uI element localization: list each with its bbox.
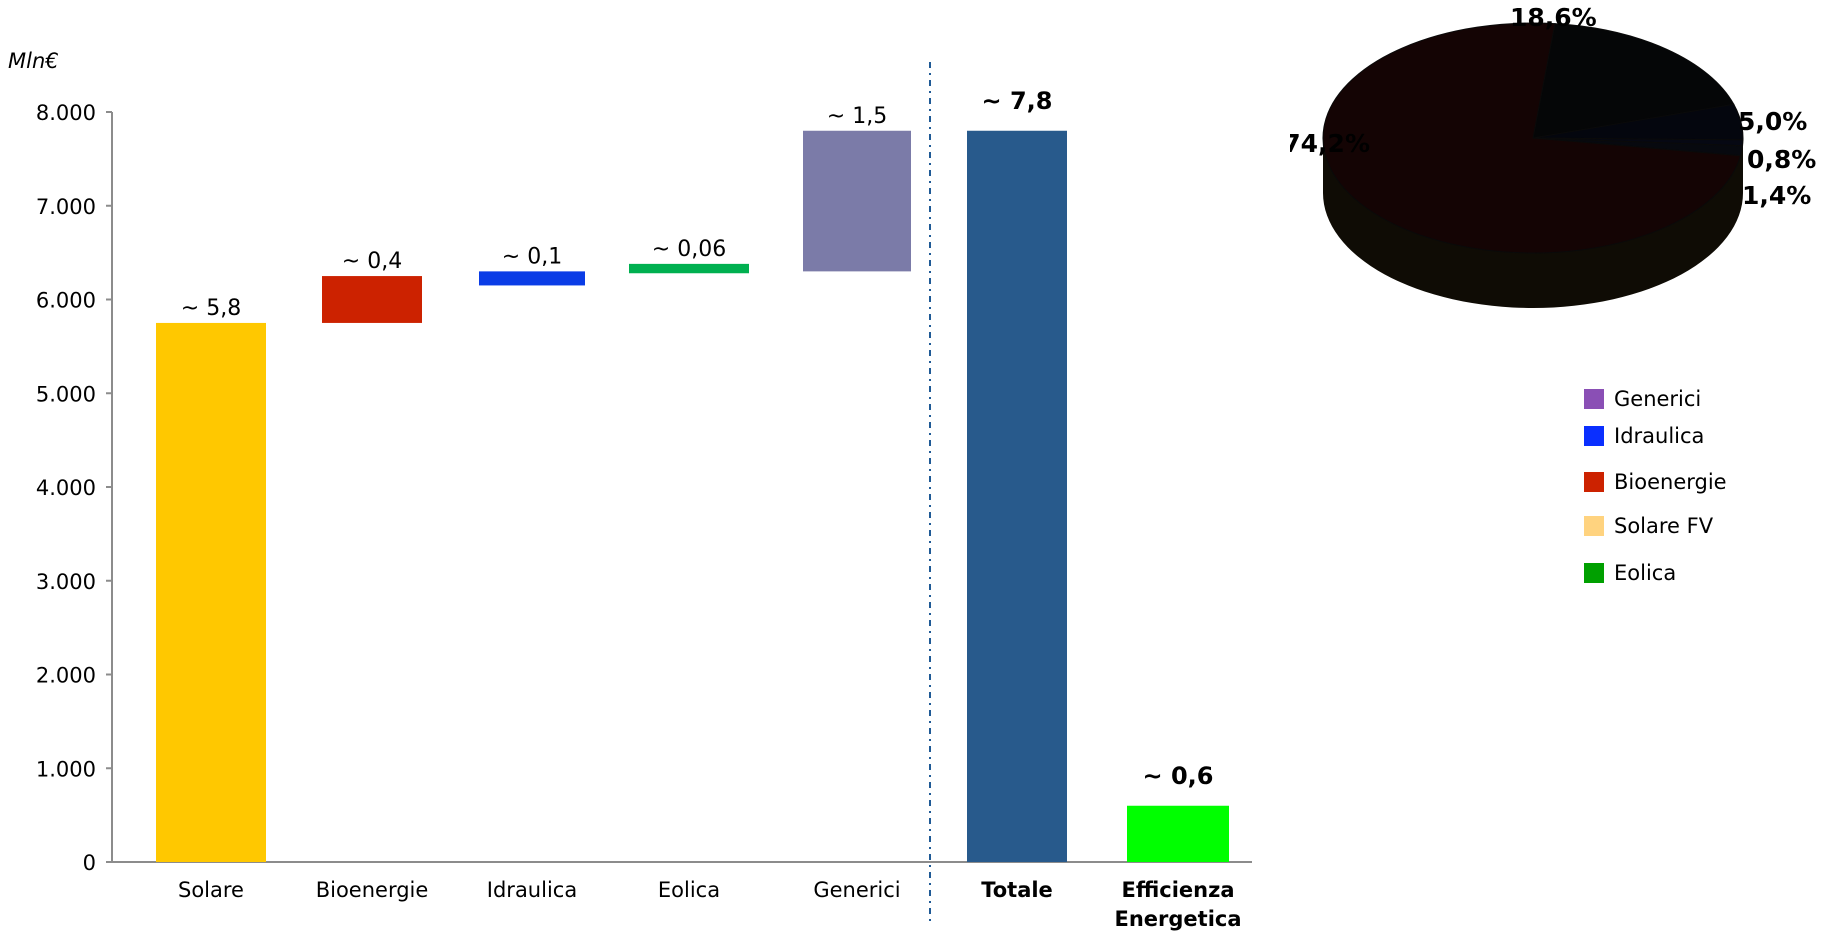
- category-label: Efficienza: [1122, 878, 1235, 902]
- category-label: Generici: [813, 878, 900, 902]
- category-label: Eolica: [658, 878, 720, 902]
- bar-4: [629, 263, 749, 274]
- data-label: ~ 7,8: [982, 87, 1053, 115]
- y-tick-label: 2.000: [36, 664, 96, 688]
- unit-label: Mln€: [8, 49, 59, 73]
- y-tick-label: 0: [83, 851, 96, 875]
- legend-swatch: [1584, 563, 1604, 583]
- legend-label: Eolica: [1614, 561, 1677, 585]
- pie-chart: 74,2% 18,6% 5,0% 0,8% 1,4%: [1290, 3, 1816, 308]
- category-label: Bioenergie: [316, 878, 429, 902]
- category-label: Energetica: [1114, 907, 1241, 931]
- legend-item: Solare FV: [1584, 514, 1714, 538]
- legend-label: Solare FV: [1614, 514, 1714, 538]
- y-tick-label: 1.000: [36, 757, 96, 781]
- legend-label: Idraulica: [1614, 424, 1705, 448]
- pie-side: [1323, 138, 1743, 308]
- category-label: Idraulica: [487, 878, 577, 902]
- pie-label: 5,0%: [1738, 107, 1807, 136]
- bar-2: [322, 276, 422, 323]
- bar-5: [803, 130, 911, 272]
- waterfall-chart: Mln€ 0 1.000 2.000 3.000 4.000 5.000 6.000 7.000…: [8, 49, 1252, 931]
- bar-7: [1127, 805, 1229, 862]
- category-label: Solare: [178, 878, 244, 902]
- bar-3: [479, 271, 585, 286]
- pie-label: 74,2%: [1290, 129, 1370, 158]
- category-label: Totale: [981, 878, 1053, 902]
- data-label: ~ 0,4: [342, 249, 402, 274]
- pie-slice: [1322, 22, 1742, 254]
- data-label: ~ 0,06: [652, 237, 726, 262]
- y-tick-label: 4.000: [36, 476, 96, 500]
- y-tick-label: 8.000: [36, 101, 96, 125]
- legend-label: Bioenergie: [1614, 470, 1727, 494]
- legend-swatch: [1584, 389, 1604, 409]
- legend-item: Generici: [1584, 387, 1702, 411]
- y-tick-label: 7.000: [36, 195, 96, 219]
- legend-swatch: [1584, 426, 1604, 446]
- legend-swatch: [1584, 516, 1604, 536]
- legend-label: Generici: [1614, 387, 1702, 411]
- y-tick-label: 5.000: [36, 382, 96, 406]
- legend-swatch: [1584, 472, 1604, 492]
- pie-label: 1,4%: [1742, 181, 1811, 210]
- bar-6: [967, 130, 1067, 862]
- data-label: ~ 0,6: [1143, 762, 1214, 790]
- data-label: ~ 1,5: [827, 104, 887, 129]
- pie-label: 18,6%: [1510, 3, 1597, 32]
- pie-label: 0,8%: [1747, 145, 1816, 174]
- y-tick-label: 3.000: [36, 570, 96, 594]
- data-label: ~ 0,1: [502, 244, 562, 269]
- legend-item: Bioenergie: [1584, 470, 1727, 494]
- pie-slice: [1532, 23, 1735, 139]
- legend-item: Eolica: [1584, 561, 1677, 585]
- data-label: ~ 5,8: [181, 296, 241, 321]
- y-tick-label: 6.000: [36, 289, 96, 313]
- bar-1: [156, 322, 266, 862]
- legend-item: Idraulica: [1584, 424, 1705, 448]
